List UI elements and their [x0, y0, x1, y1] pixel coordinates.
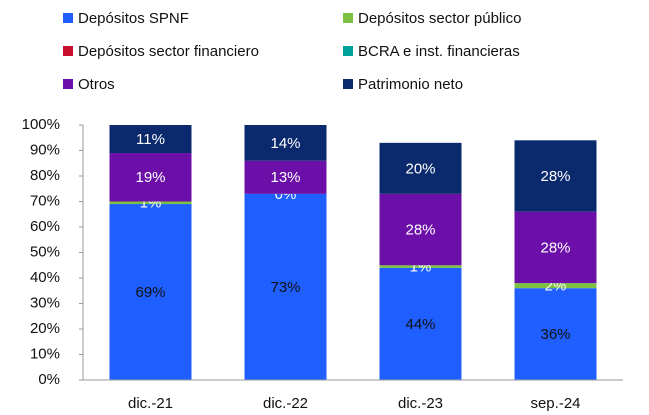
legend-label: Otros: [78, 76, 115, 93]
data-label: 13%: [270, 169, 300, 186]
legend-label: Depósitos sector financiero: [78, 43, 259, 60]
data-label: 28%: [540, 168, 570, 185]
bar-segment: [379, 267, 462, 380]
legend-swatch: [63, 46, 73, 56]
y-tick-label: 100%: [22, 116, 60, 133]
x-tick-label: dic.-22: [263, 395, 308, 412]
y-tick-label: 80%: [30, 167, 60, 184]
y-tick-label: 60%: [30, 218, 60, 235]
bar-segment: [514, 140, 597, 212]
legend-label: Depósitos sector público: [358, 10, 521, 27]
y-tick-label: 70%: [30, 192, 60, 209]
bar-segment: [379, 193, 462, 266]
legend-swatch: [343, 46, 353, 56]
data-label: 36%: [540, 326, 570, 343]
legend-swatch: [343, 13, 353, 23]
bar-segment: [514, 211, 597, 284]
x-tick-label: dic.-23: [398, 395, 443, 412]
data-label: 44%: [405, 316, 435, 333]
x-tick-label: sep.-24: [530, 395, 580, 412]
bar-segment: [109, 125, 192, 154]
legend-label: Depósitos SPNF: [78, 10, 189, 27]
legend-swatch: [343, 79, 353, 89]
bar-segment: [379, 265, 462, 268]
bar-segment: [244, 193, 327, 380]
legend-label: Patrimonio neto: [358, 76, 463, 93]
y-tick-label: 10%: [30, 345, 60, 362]
y-tick-label: 30%: [30, 294, 60, 311]
data-label: 20%: [405, 160, 435, 177]
bar-segment: [109, 201, 192, 205]
y-tick-label: 40%: [30, 269, 60, 286]
y-tick-label: 90%: [30, 141, 60, 158]
x-tick-label: dic.-21: [128, 395, 173, 412]
data-label: 69%: [135, 284, 165, 301]
y-tick-label: 0%: [38, 371, 60, 388]
bar-segment: [514, 288, 597, 380]
y-tick-label: 50%: [30, 243, 60, 260]
bar-segment: [379, 142, 462, 194]
bar-segment: [514, 283, 597, 289]
bar-segment: [244, 160, 327, 194]
bar-segment: [109, 204, 192, 380]
y-tick-label: 20%: [30, 320, 60, 337]
bar-segment: [244, 125, 327, 161]
data-label: 28%: [405, 222, 435, 239]
legend-swatch: [63, 13, 73, 23]
data-label: 19%: [135, 169, 165, 186]
data-label: 28%: [540, 239, 570, 256]
data-label: 73%: [270, 279, 300, 296]
legend-swatch: [63, 79, 73, 89]
bar-segment: [109, 153, 192, 202]
legend-label: BCRA e inst. financieras: [358, 43, 520, 60]
data-label: 14%: [270, 135, 300, 152]
data-label: 11%: [136, 131, 165, 148]
